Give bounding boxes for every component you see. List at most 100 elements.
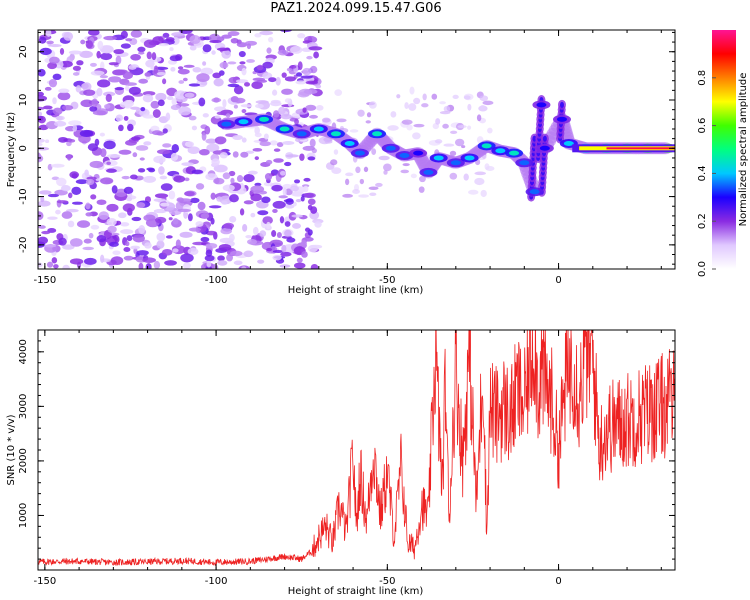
ridge-point-core	[450, 160, 461, 166]
noise-blob	[71, 186, 82, 196]
noise-blob	[229, 194, 239, 203]
colorbar-label: Normalized spectral amplitude	[738, 73, 749, 227]
noise-blob	[90, 224, 100, 230]
noise-blob	[227, 31, 240, 37]
noise-blob	[43, 105, 53, 110]
noise-blob	[255, 100, 269, 104]
noise-blob	[318, 136, 331, 145]
ridge-point-core	[529, 189, 540, 195]
colorbar-tick-label: 0.0	[697, 261, 708, 277]
noise-blob	[219, 61, 229, 69]
noise-blob	[217, 255, 225, 262]
noise-blob	[47, 193, 60, 198]
noise-blob	[250, 193, 262, 202]
noise-blob	[345, 172, 354, 177]
ridge-point-core	[313, 126, 324, 132]
noise-blob	[409, 86, 415, 95]
noise-blob	[205, 138, 218, 144]
noise-blob	[240, 104, 253, 108]
noise-blob	[279, 30, 292, 33]
noise-blob	[257, 210, 269, 216]
noise-blob	[299, 153, 305, 161]
noise-blob	[72, 124, 78, 132]
noise-blob	[123, 186, 134, 194]
noise-blob	[52, 97, 57, 105]
y-tick-label: 10	[18, 94, 29, 107]
noise-blob	[330, 159, 338, 166]
noise-blob	[305, 104, 317, 111]
noise-blob	[63, 31, 74, 41]
noise-blob	[349, 129, 359, 133]
noise-blob	[259, 230, 267, 237]
noise-blob	[321, 117, 331, 123]
noise-blob	[155, 208, 163, 213]
noise-blob	[236, 175, 244, 183]
noise-blob	[142, 257, 156, 263]
noise-blob	[126, 123, 134, 132]
y-tick-label: -20	[18, 237, 29, 253]
noise-blob	[280, 251, 292, 257]
noise-blob	[190, 197, 200, 204]
noise-blob	[228, 233, 235, 242]
noise-blob	[46, 261, 54, 268]
noise-blob	[297, 61, 303, 71]
noise-blob	[300, 239, 307, 248]
ridge-point-core	[344, 140, 355, 146]
noise-blob	[184, 191, 195, 197]
noise-blob	[178, 106, 192, 116]
noise-blob	[120, 43, 131, 49]
noise-blob	[273, 158, 284, 163]
noise-blob	[294, 179, 301, 184]
noise-blob	[130, 30, 143, 38]
noise-blob	[169, 55, 181, 62]
noise-blob	[67, 138, 76, 143]
noise-blob	[99, 132, 105, 137]
noise-blob	[265, 159, 273, 165]
noise-blob	[228, 170, 236, 177]
noise-blob	[89, 160, 104, 169]
noise-blob	[245, 234, 252, 239]
noise-blob	[108, 76, 122, 83]
noise-blob	[139, 157, 145, 161]
noise-blob	[174, 90, 187, 100]
noise-blob	[38, 138, 45, 143]
noise-blob	[196, 73, 210, 83]
noise-blob	[278, 106, 286, 115]
noise-blob	[125, 85, 130, 91]
noise-blob	[168, 190, 176, 200]
x-axis-label: Height of straight line (km)	[288, 285, 424, 296]
snr-line-layer	[38, 330, 675, 567]
noise-blob	[211, 97, 222, 103]
noise-blob	[90, 70, 105, 76]
noise-blob	[250, 185, 265, 193]
x-tick-label: 0	[555, 275, 561, 286]
noise-blob	[290, 46, 303, 54]
ridge-point-core	[354, 150, 365, 156]
noise-blob	[159, 175, 168, 180]
noise-blob	[143, 39, 157, 48]
noise-blob	[68, 120, 82, 126]
noise-blob	[142, 94, 154, 103]
noise-blob	[48, 43, 62, 48]
noise-blob	[61, 211, 73, 219]
noise-blob	[172, 248, 179, 253]
noise-blob	[301, 251, 308, 258]
noise-blob	[69, 238, 83, 247]
noise-blob	[113, 49, 125, 55]
noise-blob	[307, 244, 318, 253]
noise-blob	[85, 178, 95, 186]
noise-blob	[152, 130, 163, 136]
noise-blob	[153, 260, 161, 269]
noise-blob	[300, 75, 314, 79]
noise-blob	[214, 136, 227, 145]
noise-blob	[252, 226, 259, 236]
noise-blob	[121, 175, 130, 180]
noise-blob	[136, 250, 149, 256]
noise-blob	[401, 119, 413, 125]
x-tick-label: -150	[33, 275, 56, 286]
noise-blob	[62, 264, 70, 269]
noise-blob	[140, 106, 146, 112]
noise-blob	[463, 173, 469, 181]
noise-blob	[38, 91, 44, 97]
noise-blob	[57, 91, 71, 101]
